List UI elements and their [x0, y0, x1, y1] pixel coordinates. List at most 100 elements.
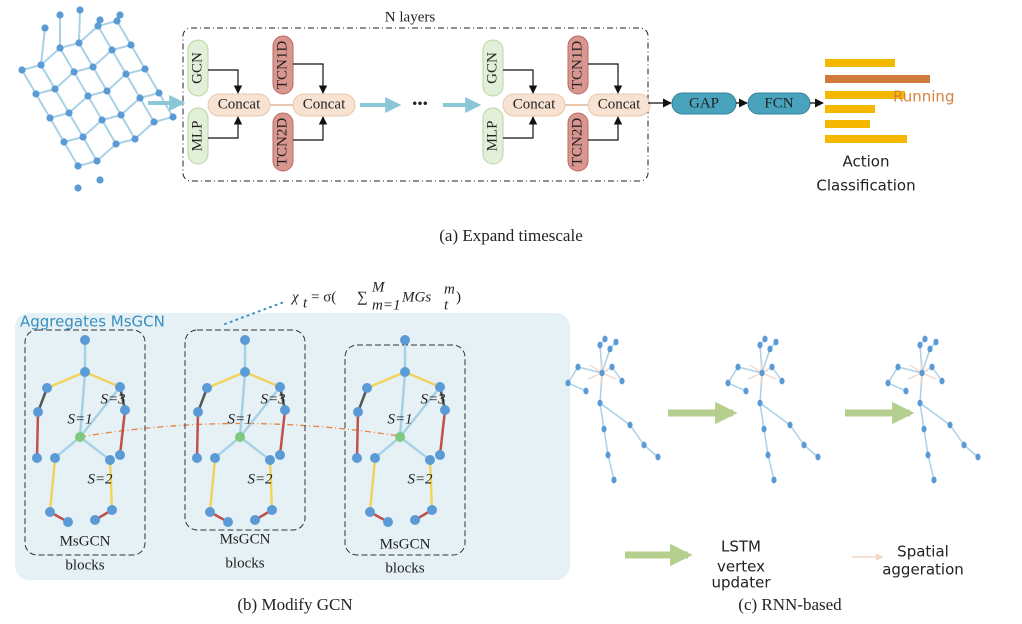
bone	[630, 425, 644, 445]
joint	[761, 426, 766, 433]
formula-part: MGs	[401, 289, 431, 305]
mesh-node	[37, 61, 44, 68]
joint	[939, 378, 944, 385]
joint	[32, 453, 42, 463]
bone	[37, 412, 38, 458]
bone	[600, 403, 604, 429]
mesh-edge	[126, 74, 140, 98]
mesh-node	[32, 90, 39, 97]
joint	[75, 432, 85, 442]
joint	[601, 426, 606, 433]
caption: (a) Expand timescale	[439, 226, 583, 245]
joint	[641, 442, 646, 449]
mesh-edge	[121, 98, 140, 115]
mesh-node	[56, 44, 63, 51]
joint	[362, 383, 372, 393]
bone	[568, 383, 586, 391]
mesh-node	[103, 87, 110, 94]
joint	[410, 515, 420, 525]
joint	[202, 383, 212, 393]
bone	[950, 425, 964, 445]
joint	[599, 370, 604, 377]
mesh-edge	[60, 48, 74, 72]
bone	[357, 412, 358, 458]
joint	[933, 339, 938, 346]
rnn-skeletons	[565, 336, 980, 484]
mesh-edge	[93, 67, 107, 91]
formula-part: )	[456, 289, 461, 305]
output-label: Action	[843, 153, 890, 171]
mesh-edge	[131, 45, 145, 69]
arrow	[293, 117, 323, 140]
joint	[365, 507, 375, 517]
mesh-edge	[121, 115, 135, 139]
formula-part: = σ(	[311, 289, 336, 305]
joint	[210, 453, 220, 463]
mesh-node	[46, 114, 53, 121]
mesh-edge	[55, 72, 74, 89]
mesh-edge	[41, 28, 45, 65]
joint	[725, 380, 730, 387]
joint	[607, 346, 612, 353]
mesh-node	[117, 111, 124, 118]
joint	[961, 442, 966, 449]
joint	[759, 370, 764, 377]
joint	[400, 335, 410, 345]
mesh-node	[18, 66, 25, 73]
joint	[922, 336, 927, 343]
tcn2d-label: TCN2D	[274, 118, 290, 167]
joint	[602, 336, 607, 343]
joint	[929, 364, 934, 371]
scale-label: S=2	[407, 471, 433, 487]
figure: N layers GCNMLPConcatTCN1DTCN2DConcatGCN…	[0, 0, 1022, 624]
mesh-node	[93, 157, 100, 164]
mesh-edge	[64, 142, 78, 166]
scale-label: S=1	[227, 411, 252, 427]
joint	[383, 517, 393, 527]
joint	[605, 452, 610, 459]
joint	[773, 339, 778, 346]
scale-label: S=3	[260, 391, 285, 407]
joint	[115, 450, 125, 460]
joint	[107, 505, 117, 515]
mesh-edge	[69, 113, 83, 137]
joint	[240, 367, 250, 377]
bone	[197, 412, 198, 458]
bone	[760, 403, 764, 429]
joint	[205, 507, 215, 517]
mesh-edge	[88, 96, 102, 120]
mesh-node	[65, 109, 72, 116]
mesh-node	[150, 118, 157, 125]
tcn1d-label: TCN1D	[274, 41, 290, 90]
bone	[728, 383, 746, 391]
scale-label: S=1	[387, 411, 412, 427]
joint	[925, 452, 930, 459]
block-label: blocks	[225, 555, 264, 571]
score-bar	[825, 120, 870, 128]
scale-label: S=3	[420, 391, 445, 407]
bone	[888, 383, 906, 391]
joint	[903, 388, 908, 395]
joint	[947, 422, 952, 429]
joint	[583, 388, 588, 395]
block-label: MsGCN	[380, 536, 431, 552]
concat-label: Concat	[598, 96, 641, 112]
bone	[790, 425, 804, 445]
arrow	[588, 117, 618, 140]
joint	[917, 342, 922, 349]
joint	[757, 342, 762, 349]
bone	[760, 403, 790, 425]
mesh-node	[76, 6, 83, 13]
mesh-node	[89, 63, 96, 70]
score-bar	[825, 75, 930, 83]
bone	[600, 403, 630, 425]
mesh-edge	[97, 144, 116, 161]
joint	[597, 342, 602, 349]
score-bar	[825, 105, 875, 113]
joint	[931, 477, 936, 484]
joint	[771, 477, 776, 484]
ellipsis: •••	[412, 96, 428, 112]
block-label: MsGCN	[220, 531, 271, 547]
mesh-node	[98, 116, 105, 123]
mesh-node	[112, 140, 119, 147]
